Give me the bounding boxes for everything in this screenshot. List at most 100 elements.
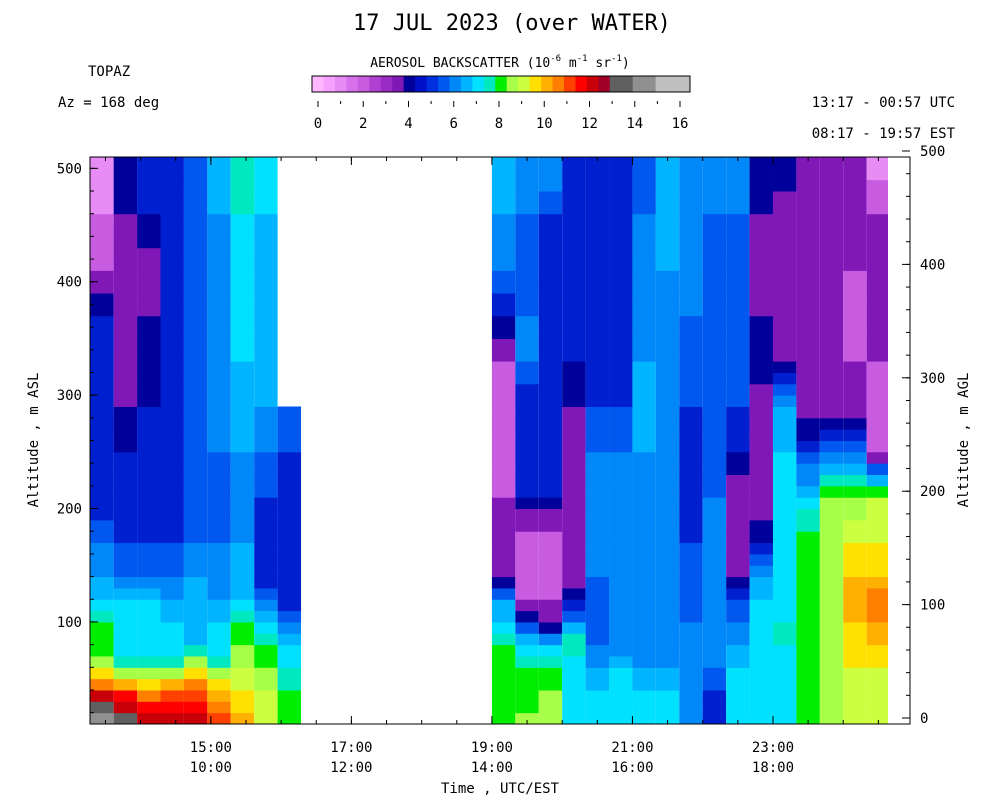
heatmap-cell xyxy=(183,372,208,385)
heatmap-cell xyxy=(843,497,867,510)
heatmap-cell xyxy=(491,599,516,612)
heatmap-cell xyxy=(866,553,888,566)
heatmap-cell xyxy=(183,565,208,578)
heatmap-cell xyxy=(90,304,114,317)
heatmap-cell xyxy=(491,531,516,544)
heatmap-cell xyxy=(113,565,138,578)
heatmap-cell xyxy=(726,259,750,271)
heatmap-cell xyxy=(254,440,278,453)
heatmap-cell xyxy=(585,213,610,226)
heatmap-cell xyxy=(160,678,184,691)
heatmap-cell xyxy=(230,304,255,317)
heatmap-cell xyxy=(538,315,563,328)
heatmap-cell xyxy=(843,315,867,328)
heatmap-cell xyxy=(655,667,680,680)
heatmap-cell xyxy=(277,485,302,498)
heatmap-cell xyxy=(609,315,633,328)
legend-swatch xyxy=(667,76,680,92)
heatmap-cell xyxy=(819,327,844,339)
legend-ticks: 0 2 4 6 8 10 12 14 16 xyxy=(314,101,688,132)
heatmap-cell xyxy=(538,485,563,498)
heatmap-cell xyxy=(137,610,161,623)
heatmap-cell xyxy=(538,689,563,702)
heatmap-cell xyxy=(183,701,208,714)
heatmap-cell xyxy=(254,531,278,544)
heatmap-cell xyxy=(90,202,114,215)
heatmap-cell xyxy=(207,213,231,226)
heatmap-cell xyxy=(160,689,184,702)
heatmap-cell xyxy=(679,406,703,419)
heatmap-cell xyxy=(230,655,255,668)
heatmap-cell xyxy=(160,701,184,714)
heatmap-cell xyxy=(113,667,138,680)
heatmap-cell xyxy=(183,678,208,691)
heatmap-cell xyxy=(726,655,750,668)
legend-swatch xyxy=(369,76,382,92)
est-range: 08:17 - 19:57 EST xyxy=(812,126,956,142)
heatmap-cell xyxy=(90,451,114,464)
heatmap-cell xyxy=(160,247,184,260)
heatmap-cell xyxy=(749,497,773,510)
heatmap-cell xyxy=(230,429,255,441)
heatmap-cell xyxy=(772,338,797,351)
heatmap-cell xyxy=(585,236,610,249)
heatmap-cell xyxy=(113,599,138,612)
heatmap-cell xyxy=(585,667,610,680)
heatmap-cell xyxy=(726,293,750,305)
heatmap-cell xyxy=(491,406,516,419)
heatmap-cell xyxy=(679,701,703,714)
heatmap-cell xyxy=(679,576,703,589)
heatmap-cell xyxy=(679,293,703,305)
heatmap-cell xyxy=(726,599,750,612)
heatmap-cell xyxy=(562,304,586,317)
heatmap-cell xyxy=(772,644,797,657)
heatmap-cell xyxy=(819,689,844,702)
heatmap-cell xyxy=(749,474,773,487)
heatmap-cell xyxy=(254,338,278,351)
heatmap-cell xyxy=(632,259,656,271)
heatmap-cell xyxy=(772,451,797,464)
heatmap-cell xyxy=(772,168,797,181)
heatmap-cell xyxy=(585,678,610,691)
heatmap-cell xyxy=(819,610,844,623)
heatmap-cell xyxy=(207,315,231,328)
heatmap-cell xyxy=(632,712,656,725)
heatmap-cell xyxy=(254,191,278,203)
heatmap-cell xyxy=(183,406,208,419)
heatmap-cell xyxy=(207,179,231,192)
heatmap-cell xyxy=(230,701,255,714)
heatmap-cell xyxy=(843,599,867,612)
heatmap-cell xyxy=(254,247,278,260)
heatmap-cell xyxy=(137,667,161,680)
heatmap-cell xyxy=(160,406,184,419)
heatmap-cell xyxy=(585,440,610,453)
heatmap-cell xyxy=(207,678,231,691)
heatmap-cell xyxy=(113,361,138,373)
heatmap-cell xyxy=(515,179,539,192)
heatmap-cell xyxy=(819,372,844,385)
heatmap-cell xyxy=(183,655,208,668)
heatmap-cell xyxy=(113,463,138,476)
heatmap-cell xyxy=(491,395,516,407)
heatmap-cell xyxy=(491,440,516,453)
heatmap-cell xyxy=(843,474,867,487)
heatmap-cell xyxy=(609,689,633,702)
heatmap-cell xyxy=(632,553,656,566)
heatmap-cell xyxy=(866,315,888,328)
heatmap-cell xyxy=(749,202,773,215)
heatmap-cell xyxy=(749,168,773,181)
x-tick-label-utc: 17:00 xyxy=(330,740,372,756)
heatmap-cell xyxy=(538,191,563,203)
heatmap-cell xyxy=(277,701,302,714)
heatmap-cell xyxy=(207,259,231,271)
heatmap-cell xyxy=(726,519,750,532)
heatmap-cell xyxy=(562,406,586,419)
heatmap-cell xyxy=(819,519,844,532)
heatmap-cell xyxy=(655,383,680,396)
heatmap-cell xyxy=(609,451,633,464)
heatmap-cell xyxy=(230,327,255,339)
heatmap-cell xyxy=(538,644,563,657)
heatmap-cell xyxy=(702,610,727,623)
heatmap-cell xyxy=(90,599,114,612)
heatmap-cell xyxy=(679,451,703,464)
